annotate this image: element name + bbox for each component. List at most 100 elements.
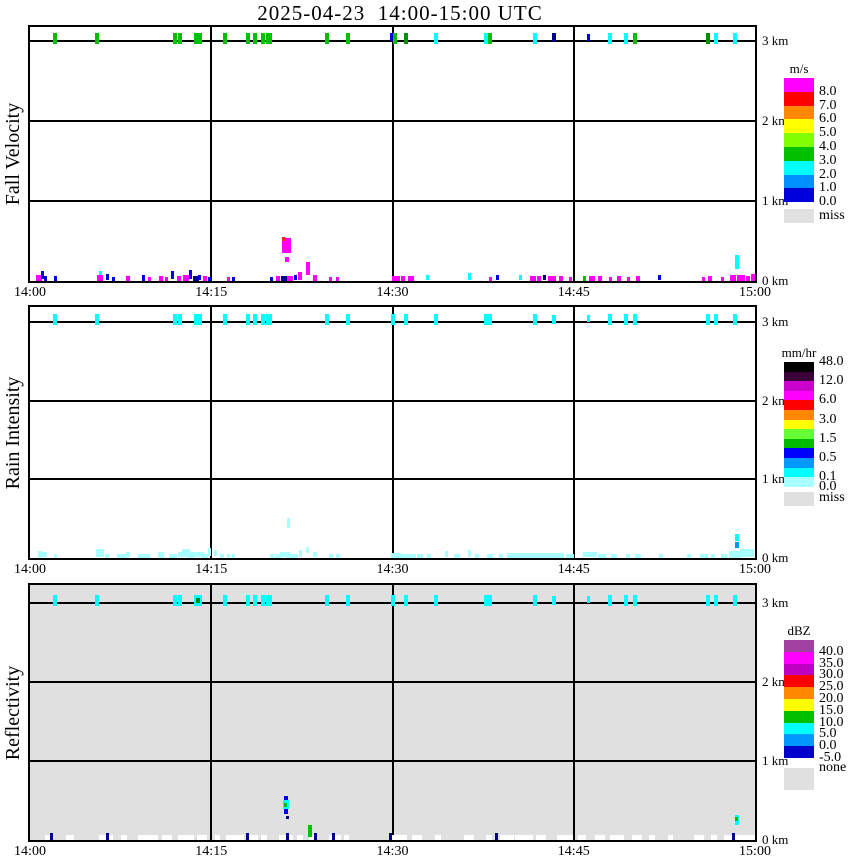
data-speckle [37,550,42,558]
data-speckle [586,315,590,323]
data-speckle [226,834,245,840]
data-speckle [214,834,220,840]
data-speckle [734,541,739,548]
legend-1-color-box [784,467,814,478]
y-tick-label: 3 km [762,595,789,610]
data-speckle [568,276,572,281]
data-speckle [658,275,661,281]
data-speckle [705,314,710,326]
legend-2-color-box [784,746,814,759]
gridline-time-1 [210,307,213,558]
data-speckle [543,275,547,281]
gridline-time-3 [572,585,575,840]
data-speckle [137,553,150,558]
data-speckle [306,547,310,554]
legend-1-missing-box [784,492,814,506]
data-speckle [181,549,190,558]
legend-0-value-label: 0.0 [819,194,837,209]
data-speckle [499,553,504,558]
data-speckle [196,598,200,604]
data-speckle [736,274,745,281]
data-speckle [515,834,534,840]
data-speckle [608,276,612,281]
data-speckle [325,314,330,326]
data-speckle [598,276,603,282]
data-speckle [329,276,333,281]
data-speckle [270,276,274,281]
data-speckle [281,237,291,253]
data-speckle [168,553,177,558]
data-speckle [403,33,408,45]
legend-2-color-box [784,722,814,735]
legend-0-value-label: 7.0 [819,97,837,113]
data-speckle [276,276,281,282]
legend-0-missing-label: miss [819,208,845,223]
gridline-time-2 [391,585,394,840]
data-speckle [658,553,663,558]
data-speckle [313,274,318,281]
data-speckle [582,552,597,558]
data-speckle [710,834,717,840]
data-speckle [468,549,472,557]
data-speckle [391,553,402,559]
legend-0-unit: m/s [789,61,809,76]
data-speckle [728,550,741,558]
data-speckle [519,275,523,281]
data-speckle [595,834,606,840]
x-tick-label: 14:00 [14,285,46,300]
data-speckle [201,553,208,558]
data-speckle [705,33,710,45]
data-speckle [700,553,709,558]
data-speckle [173,595,177,607]
legend-1-color-box [784,419,814,430]
data-speckle [488,595,493,607]
legend-0-color-box [784,78,814,93]
data-speckle [494,832,498,840]
legend-2-color-box [784,687,814,700]
data-speckle [308,825,313,838]
x-tick-label: 14:45 [557,844,590,859]
gridline-time-1 [210,585,213,840]
data-speckle [623,595,628,607]
data-speckle [331,832,335,840]
data-speckle [285,256,290,262]
y-tick-label: 3 km [762,33,789,48]
y-tick-label: 0 km [762,832,789,847]
legend-2-value-label: 30.0 [819,667,844,683]
data-speckle [261,834,268,840]
legend-2-value-label: 20.0 [819,691,844,706]
data-speckle [226,276,230,281]
data-speckle [198,275,202,281]
data-speckle [182,274,189,281]
legend-2-color-box [784,651,814,665]
data-speckle [705,595,710,607]
data-speckle [633,314,638,326]
data-speckle [202,276,207,282]
data-speckle [53,276,57,282]
data-speckle [265,595,272,607]
data-speckle [293,275,297,281]
data-speckle [739,549,754,558]
x-tick-label: 14:15 [195,562,228,577]
data-speckle [121,834,128,840]
data-speckle [40,552,47,558]
chart-title: 2025-04-23 14:00-15:00 UTC [257,1,543,25]
panel-0-plot-area [28,25,757,283]
panel-2-axis-label: Reflectivity [2,665,24,760]
data-speckle [411,834,422,840]
data-speckle [732,33,737,45]
data-speckle [548,276,556,282]
legend-2-value-label: 5.0 [819,726,837,742]
data-speckle [222,314,227,326]
data-speckle [496,275,500,281]
data-speckle [745,276,750,282]
data-speckle [392,276,401,282]
data-speckle [252,314,257,326]
data-speckle [116,553,127,558]
data-speckle [96,549,105,558]
data-speckle [724,834,733,840]
legend-1-color-box [784,448,814,459]
legend-2-value-label: 25.0 [819,679,844,695]
data-speckle [649,834,656,840]
legend-1-color-box [784,381,814,392]
